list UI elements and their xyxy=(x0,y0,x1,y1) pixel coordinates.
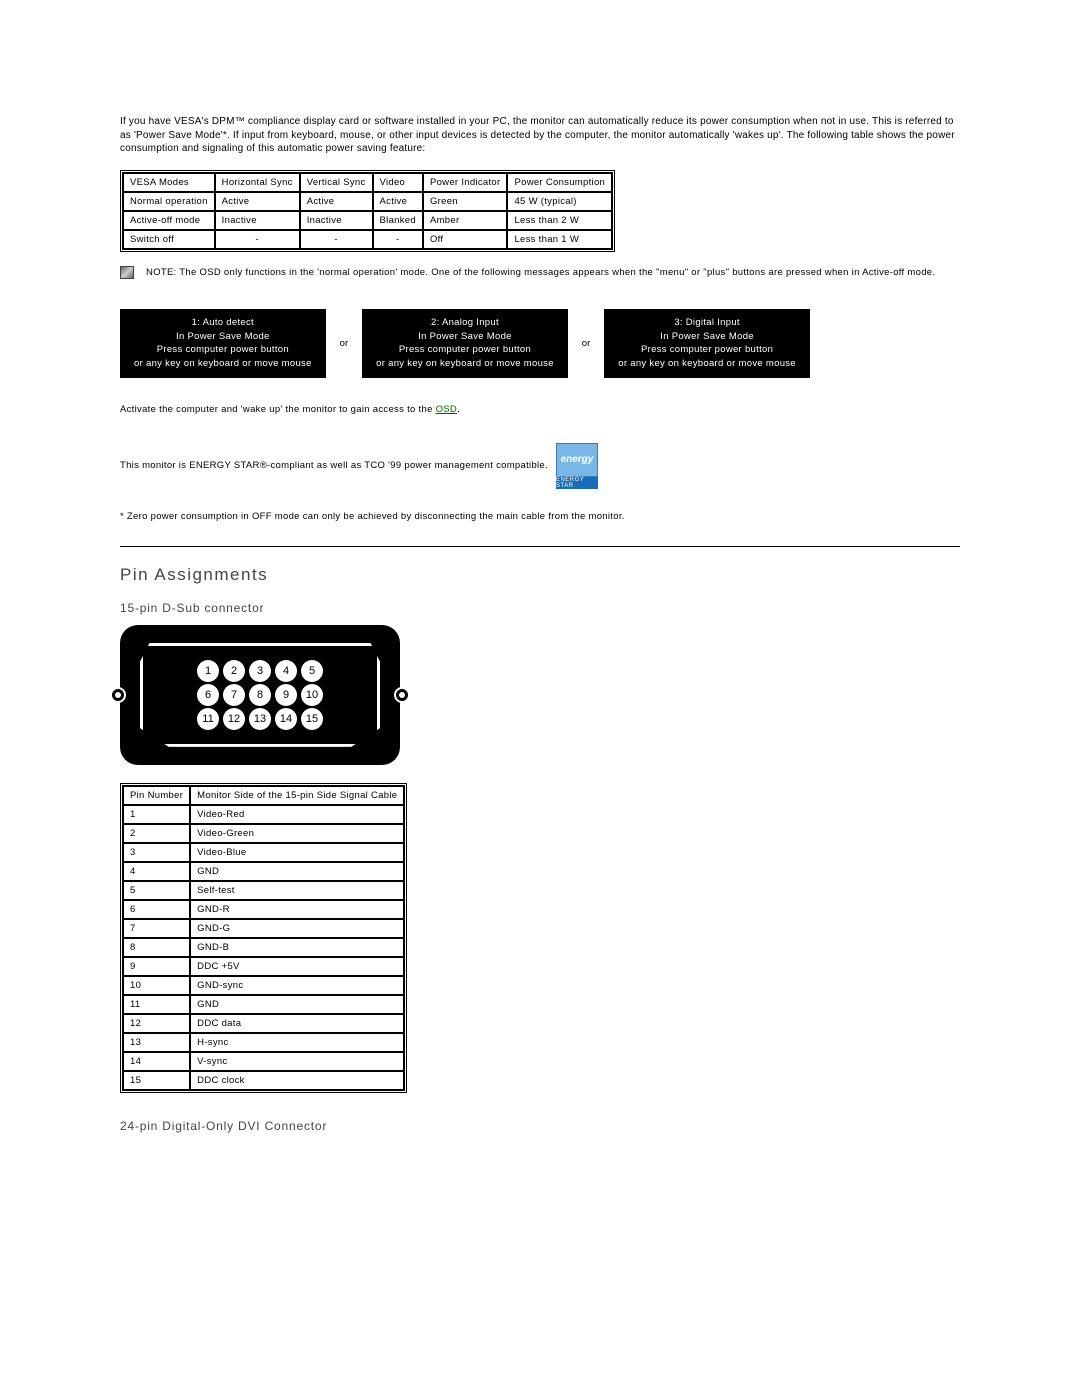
col-vesa-modes: VESA Modes xyxy=(123,173,215,192)
col-signal: Monitor Side of the 15-pin Side Signal C… xyxy=(190,786,404,805)
table-row: Switch off---OffLess than 1 W xyxy=(123,230,612,249)
energy-star-icon: energy xyxy=(556,443,598,477)
col-hsync: Horizontal Sync xyxy=(215,173,300,192)
dsub-connector-diagram: 1 2 3 4 5 6 7 8 9 10 11 12 13 14 15 xyxy=(120,625,400,765)
pin-circle: 9 xyxy=(275,684,297,706)
energy-star-row: This monitor is ENERGY STAR®-compliant a… xyxy=(120,443,960,489)
table-row: 6GND-R xyxy=(123,900,404,919)
col-power-consumption: Power Consumption xyxy=(507,173,612,192)
intro-paragraph: If you have VESA's DPM™ compliance displ… xyxy=(120,115,960,156)
energy-star-label: ENERGY STAR xyxy=(556,477,598,489)
table-row: 12DDC data xyxy=(123,1014,404,1033)
table-row: 1Video-Red xyxy=(123,805,404,824)
zero-power-note: * Zero power consumption in OFF mode can… xyxy=(120,511,960,522)
dsub-subheading: 15-pin D-Sub connector xyxy=(120,601,960,615)
table-row: 5Self-test xyxy=(123,881,404,900)
table-row: 11GND xyxy=(123,995,404,1014)
pin-row: 1 2 3 4 5 xyxy=(195,659,325,683)
col-pin-number: Pin Number xyxy=(123,786,190,805)
activate-text: Activate the computer and 'wake up' the … xyxy=(120,404,960,415)
dvi-subheading: 24-pin Digital-Only DVI Connector xyxy=(120,1119,960,1133)
table-row: 9DDC +5V xyxy=(123,957,404,976)
energy-star-logo: energy ENERGY STAR xyxy=(556,443,598,489)
msg-box-autodetect: 1: Auto detect In Power Save Mode Press … xyxy=(120,309,326,378)
power-modes-table: VESA Modes Horizontal Sync Vertical Sync… xyxy=(120,170,615,252)
table-row: 2Video-Green xyxy=(123,824,404,843)
table-row: Active-off modeInactiveInactiveBlankedAm… xyxy=(123,211,612,230)
pin-circle: 3 xyxy=(249,660,271,682)
table-row: 14V-sync xyxy=(123,1052,404,1071)
pin-circle: 5 xyxy=(301,660,323,682)
osd-link[interactable]: OSD xyxy=(436,404,458,415)
table-row: 3Video-Blue xyxy=(123,843,404,862)
pin-circle: 1 xyxy=(197,660,219,682)
energy-star-text: This monitor is ENERGY STAR®-compliant a… xyxy=(120,460,548,471)
col-power-indicator: Power Indicator xyxy=(423,173,508,192)
note-icon xyxy=(120,266,134,279)
col-vsync: Vertical Sync xyxy=(300,173,373,192)
section-divider xyxy=(120,546,960,547)
pin-assignments-heading: Pin Assignments xyxy=(120,565,960,585)
screw-icon xyxy=(110,687,126,703)
table-header-row: Pin Number Monitor Side of the 15-pin Si… xyxy=(123,786,404,805)
table-row: 13H-sync xyxy=(123,1033,404,1052)
pin-row: 6 7 8 9 10 xyxy=(195,683,325,707)
table-header-row: VESA Modes Horizontal Sync Vertical Sync… xyxy=(123,173,612,192)
pin-circle: 4 xyxy=(275,660,297,682)
note-text: NOTE: The OSD only functions in the 'nor… xyxy=(146,266,935,279)
or-separator: or xyxy=(568,338,604,349)
table-row: 4GND xyxy=(123,862,404,881)
osd-messages-row: 1: Auto detect In Power Save Mode Press … xyxy=(120,309,960,378)
table-row: 15DDC clock xyxy=(123,1071,404,1090)
pin-circle: 14 xyxy=(275,708,297,730)
table-row: Normal operationActiveActiveActiveGreen4… xyxy=(123,192,612,211)
pin-circle: 15 xyxy=(301,708,323,730)
note-block: NOTE: The OSD only functions in the 'nor… xyxy=(120,266,960,279)
pin-circle: 7 xyxy=(223,684,245,706)
pin-assignment-table: Pin Number Monitor Side of the 15-pin Si… xyxy=(120,783,407,1093)
pin-circle: 8 xyxy=(249,684,271,706)
pin-row: 11 12 13 14 15 xyxy=(195,707,325,731)
table-row: 10GND-sync xyxy=(123,976,404,995)
pin-circle: 10 xyxy=(301,684,323,706)
pin-circle: 11 xyxy=(197,708,219,730)
table-row: 8GND-B xyxy=(123,938,404,957)
pin-circle: 2 xyxy=(223,660,245,682)
col-video: Video xyxy=(373,173,423,192)
pin-circle: 13 xyxy=(249,708,271,730)
or-separator: or xyxy=(326,338,362,349)
msg-box-analog: 2: Analog Input In Power Save Mode Press… xyxy=(362,309,568,378)
pin-circle: 6 xyxy=(197,684,219,706)
pin-circle: 12 xyxy=(223,708,245,730)
screw-icon xyxy=(394,687,410,703)
msg-box-digital: 3: Digital Input In Power Save Mode Pres… xyxy=(604,309,810,378)
table-row: 7GND-G xyxy=(123,919,404,938)
